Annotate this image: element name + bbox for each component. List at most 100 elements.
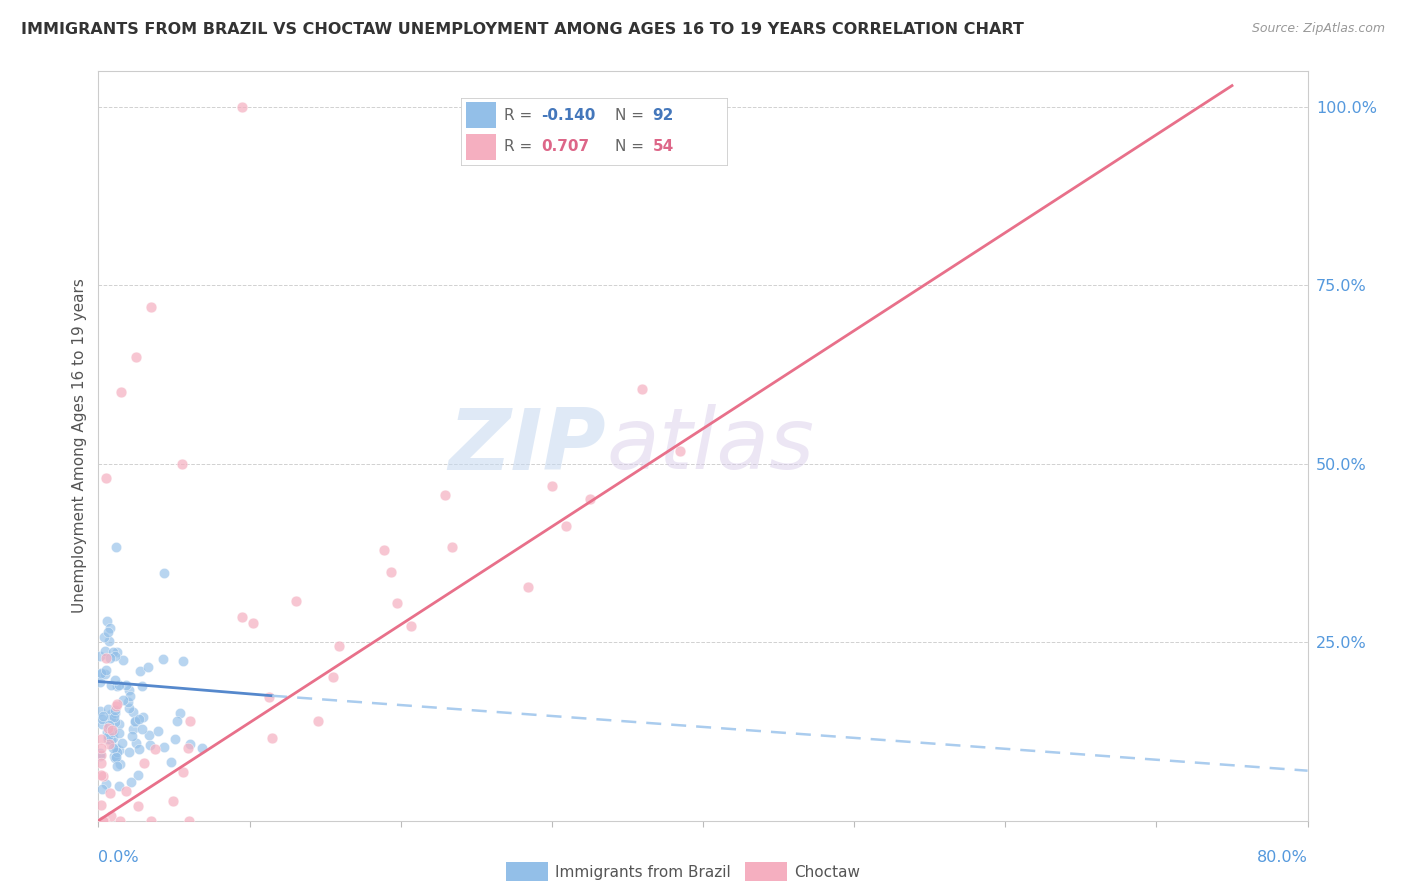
Point bbox=[163, 732, 186, 747]
Text: atlas: atlas bbox=[606, 404, 814, 488]
Point bbox=[90, 768, 112, 782]
Point bbox=[94, 777, 117, 791]
Point bbox=[100, 723, 122, 737]
Point bbox=[172, 654, 194, 668]
Text: 0.0%: 0.0% bbox=[98, 850, 139, 865]
Point bbox=[166, 714, 188, 728]
Point bbox=[177, 740, 200, 755]
Point bbox=[131, 679, 153, 693]
Point bbox=[122, 705, 145, 719]
Point bbox=[115, 783, 138, 797]
Point bbox=[105, 645, 128, 659]
Point bbox=[90, 732, 112, 747]
Point bbox=[97, 634, 120, 648]
Text: Choctaw: Choctaw bbox=[794, 865, 860, 880]
Point bbox=[110, 385, 132, 400]
Point bbox=[104, 706, 127, 720]
Point bbox=[91, 781, 114, 796]
Point bbox=[285, 594, 308, 608]
Point bbox=[139, 738, 162, 752]
Point bbox=[104, 715, 127, 730]
Point bbox=[101, 724, 124, 739]
Point bbox=[242, 615, 264, 630]
Point bbox=[132, 710, 155, 724]
Point bbox=[257, 690, 280, 704]
Point bbox=[104, 750, 127, 764]
Point bbox=[97, 624, 120, 639]
Point bbox=[105, 759, 128, 773]
Point bbox=[160, 755, 183, 769]
Point bbox=[93, 630, 115, 644]
Point bbox=[101, 644, 124, 658]
Point bbox=[94, 651, 117, 665]
Point bbox=[105, 679, 128, 693]
Bar bbox=[467, 134, 496, 160]
Point bbox=[124, 714, 146, 728]
Point bbox=[101, 741, 124, 756]
Point bbox=[328, 640, 350, 654]
Point bbox=[105, 540, 128, 554]
Point bbox=[179, 737, 201, 751]
Point bbox=[93, 814, 115, 828]
Point bbox=[107, 743, 129, 757]
Point bbox=[579, 492, 602, 507]
Text: 80.0%: 80.0% bbox=[1257, 850, 1308, 865]
Point bbox=[107, 678, 129, 692]
Point bbox=[118, 700, 141, 714]
Point bbox=[262, 731, 284, 745]
Point bbox=[98, 651, 121, 665]
Point bbox=[91, 717, 114, 731]
Point bbox=[108, 717, 131, 731]
Point bbox=[143, 741, 166, 756]
Point bbox=[89, 746, 111, 760]
Point bbox=[98, 718, 121, 732]
Text: 0.707: 0.707 bbox=[541, 139, 589, 154]
Point bbox=[94, 664, 117, 678]
Point bbox=[90, 741, 112, 756]
Point bbox=[93, 709, 115, 723]
Point bbox=[94, 471, 117, 485]
Point bbox=[134, 756, 156, 770]
Point bbox=[127, 768, 149, 782]
Point bbox=[91, 713, 114, 727]
Point bbox=[103, 731, 125, 745]
Point bbox=[141, 300, 163, 314]
Point bbox=[97, 737, 120, 751]
Point bbox=[104, 649, 127, 664]
Point bbox=[89, 649, 111, 664]
Point bbox=[120, 775, 142, 789]
Point bbox=[90, 756, 112, 770]
Point bbox=[100, 707, 122, 722]
Point bbox=[117, 695, 139, 709]
Bar bbox=[467, 103, 496, 128]
Text: Source: ZipAtlas.com: Source: ZipAtlas.com bbox=[1251, 22, 1385, 36]
Point bbox=[127, 799, 149, 814]
Point bbox=[90, 666, 112, 681]
Point bbox=[307, 714, 329, 728]
Point bbox=[104, 703, 127, 717]
Point bbox=[89, 675, 111, 690]
Point bbox=[125, 350, 148, 364]
Text: Immigrants from Brazil: Immigrants from Brazil bbox=[555, 865, 731, 880]
Point bbox=[179, 714, 201, 728]
Point bbox=[177, 814, 200, 828]
Point bbox=[107, 725, 129, 739]
Point bbox=[89, 705, 111, 719]
Text: 54: 54 bbox=[652, 139, 673, 154]
Point bbox=[128, 664, 150, 678]
Point bbox=[100, 809, 122, 823]
Point bbox=[94, 667, 117, 681]
Point bbox=[138, 728, 160, 742]
Point bbox=[97, 732, 120, 747]
Point bbox=[139, 814, 162, 828]
Point bbox=[97, 730, 120, 744]
Point bbox=[103, 709, 125, 723]
Point bbox=[669, 443, 692, 458]
Point bbox=[104, 698, 127, 713]
Point bbox=[128, 742, 150, 756]
Point bbox=[170, 457, 193, 471]
Point bbox=[122, 722, 145, 736]
Point bbox=[124, 714, 146, 729]
Point bbox=[433, 488, 456, 502]
Point bbox=[90, 667, 112, 681]
